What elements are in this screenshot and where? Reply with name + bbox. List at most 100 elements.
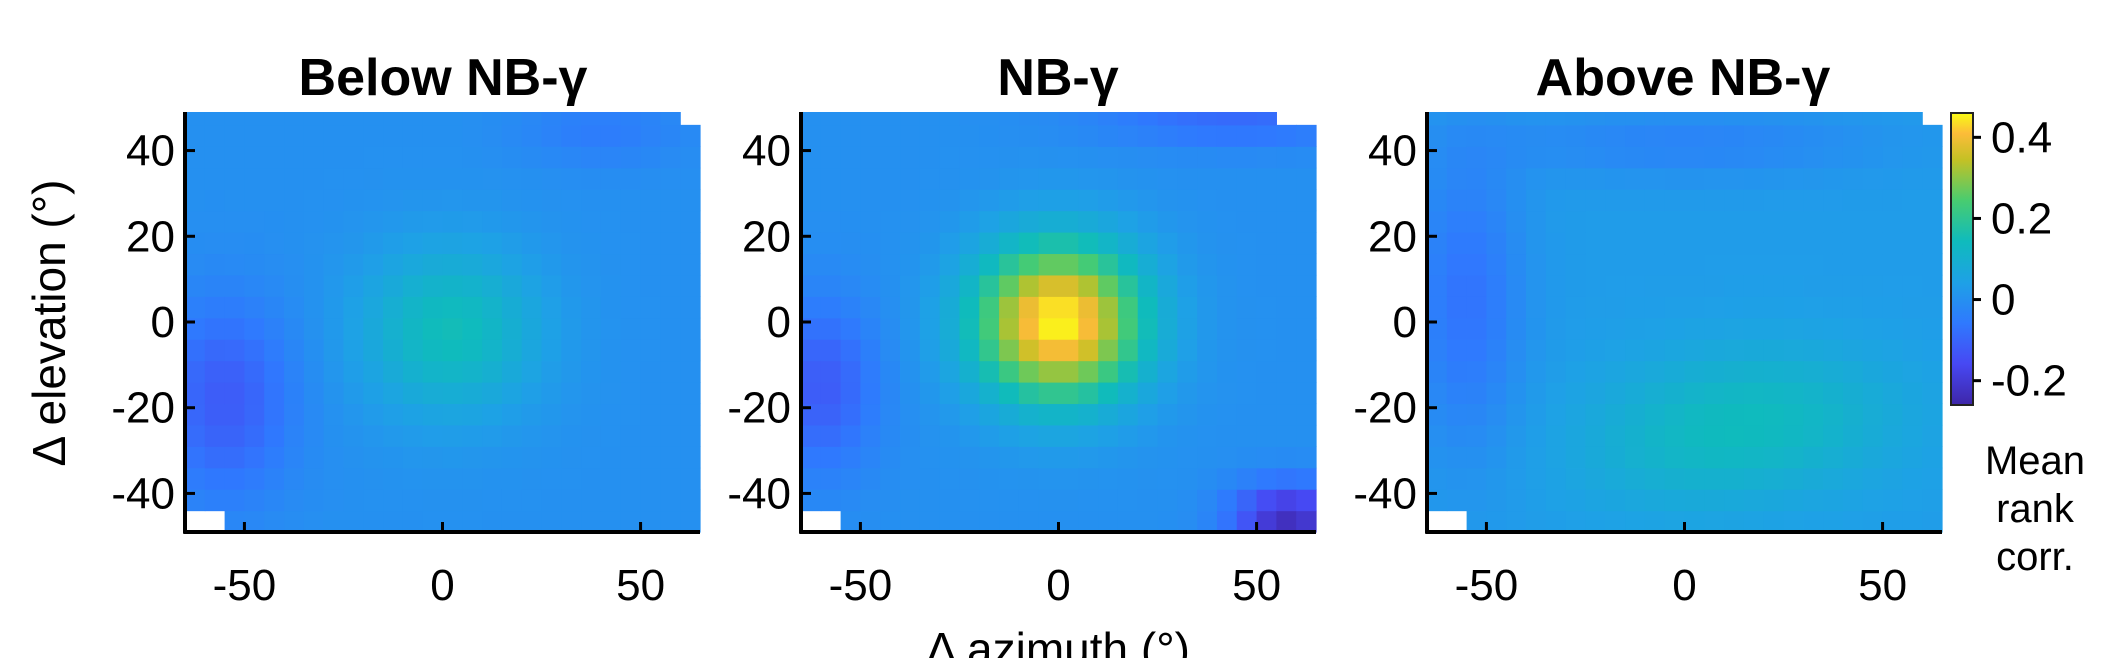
heatmap-cell — [1117, 274, 1139, 297]
heatmap-cell — [900, 382, 921, 405]
heatmap-cell — [860, 274, 881, 297]
heatmap-cell — [541, 467, 562, 490]
heatmap-cell — [1197, 210, 1218, 233]
heatmap-cell — [422, 467, 444, 490]
heatmap-cell — [1743, 360, 1765, 383]
heatmap-cell — [801, 296, 822, 319]
heatmap-cell — [1763, 446, 1785, 469]
heatmap-cell — [244, 112, 265, 126]
heatmap-cell — [1466, 403, 1488, 426]
heatmap-cell — [402, 189, 424, 212]
heatmap-cell — [880, 360, 901, 383]
heatmap-cell — [660, 232, 681, 255]
heatmap-cell — [1506, 382, 1527, 405]
heatmap-cell — [1018, 210, 1040, 233]
heatmap-cell — [561, 424, 582, 447]
heatmap-cell — [541, 339, 562, 362]
heatmap-cell — [244, 146, 265, 169]
heatmap-cell — [185, 446, 206, 469]
heatmap-cell — [244, 446, 265, 469]
heatmap-cell — [402, 317, 424, 340]
heatmap-cell — [1783, 424, 1804, 447]
heatmap-cell — [1216, 317, 1238, 340]
heatmap-cell — [323, 232, 345, 255]
heatmap-cell — [1296, 467, 1317, 490]
heatmap-cell — [1117, 339, 1139, 362]
heatmap-cell — [1256, 189, 1277, 212]
heatmap-cell — [561, 112, 582, 126]
heatmap-cell — [501, 167, 523, 190]
heatmap-cell — [680, 124, 701, 147]
heatmap-cell — [1276, 489, 1297, 512]
heatmap-cell — [999, 317, 1020, 340]
heatmap-cell — [323, 360, 345, 383]
heatmap-cell — [1236, 510, 1258, 533]
heatmap-cell — [363, 210, 384, 233]
heatmap-cell — [1078, 112, 1099, 126]
x-tick-label: 0 — [1046, 561, 1070, 610]
heatmap-cell — [1526, 382, 1547, 405]
heatmap-cell — [303, 510, 325, 533]
heatmap-cell — [1605, 510, 1626, 533]
heatmap-cell — [1117, 146, 1139, 169]
heatmap-cell — [1704, 232, 1725, 255]
heatmap-cell — [1783, 360, 1804, 383]
heatmap-cell — [979, 189, 1000, 212]
heatmap-cell — [1058, 360, 1079, 383]
heatmap-cell — [422, 210, 444, 233]
heatmap-cell — [1018, 253, 1040, 276]
y-tick-label: -20 — [727, 384, 791, 433]
heatmap-cell — [640, 232, 661, 255]
heatmap-cell — [1466, 424, 1488, 447]
heatmap-cell — [383, 296, 404, 319]
heatmap-cell — [1882, 167, 1903, 190]
heatmap-cell — [660, 124, 681, 147]
heatmap-cell — [919, 167, 941, 190]
heatmap-cell — [224, 446, 246, 469]
heatmap-cell — [204, 446, 226, 469]
heatmap-cell — [959, 112, 980, 126]
heatmap-cell — [1197, 489, 1218, 512]
heatmap-cell — [900, 189, 921, 212]
heatmap-cell — [1058, 510, 1079, 533]
heatmap-cell — [1902, 274, 1923, 297]
heatmap-cell — [204, 124, 226, 147]
heatmap-cell — [1545, 382, 1567, 405]
heatmap-cell — [383, 489, 404, 512]
heatmap-cell — [620, 317, 642, 340]
heatmap-cell — [1862, 167, 1884, 190]
heatmap-cell — [501, 317, 523, 340]
heatmap-cell — [1605, 210, 1626, 233]
heatmap-cell — [1157, 424, 1178, 447]
heatmap-cell — [343, 489, 364, 512]
heatmap-cell — [600, 467, 622, 490]
heatmap-cell — [244, 232, 265, 255]
heatmap-cell — [1098, 112, 1119, 126]
heatmap-cell — [1902, 210, 1923, 233]
heatmap-cell — [402, 510, 424, 533]
heatmap-cell — [442, 112, 463, 126]
heatmap-cell — [1585, 467, 1606, 490]
heatmap-cell — [840, 489, 862, 512]
heatmap-cell — [801, 382, 822, 405]
heatmap-cell — [880, 210, 901, 233]
heatmap-cell — [1256, 124, 1277, 147]
heatmap-cell — [1664, 424, 1686, 447]
heatmap-cell — [1216, 253, 1238, 276]
heatmap-cell — [1565, 274, 1587, 297]
heatmap-cell — [1803, 167, 1824, 190]
heatmap-cell — [1783, 489, 1804, 512]
heatmap-cell — [820, 339, 842, 362]
heatmap-cell — [244, 167, 265, 190]
heatmap-cell — [541, 296, 562, 319]
heatmap-cell — [1724, 403, 1745, 426]
heatmap-cell — [1446, 296, 1468, 319]
heatmap-cell — [1704, 446, 1725, 469]
heatmap-cell — [1078, 167, 1099, 190]
heatmap-cell — [521, 253, 543, 276]
heatmap-cell — [860, 382, 881, 405]
heatmap-cell — [1018, 382, 1040, 405]
heatmap-cell — [600, 146, 622, 169]
heatmap-cell — [1842, 274, 1864, 297]
heatmap-cell — [1743, 112, 1765, 126]
